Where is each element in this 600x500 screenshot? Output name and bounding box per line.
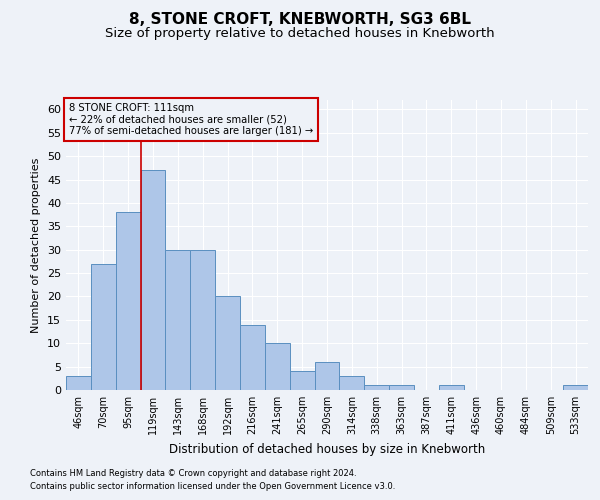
Bar: [439, 386, 464, 390]
Bar: [91, 264, 116, 390]
Bar: [66, 376, 91, 390]
X-axis label: Distribution of detached houses by size in Knebworth: Distribution of detached houses by size …: [169, 442, 485, 456]
Bar: [190, 250, 215, 390]
Text: 8, STONE CROFT, KNEBWORTH, SG3 6BL: 8, STONE CROFT, KNEBWORTH, SG3 6BL: [129, 12, 471, 28]
Bar: [364, 386, 389, 390]
Bar: [240, 324, 265, 390]
Bar: [290, 372, 314, 390]
Y-axis label: Number of detached properties: Number of detached properties: [31, 158, 41, 332]
Bar: [563, 386, 588, 390]
Text: Contains public sector information licensed under the Open Government Licence v3: Contains public sector information licen…: [30, 482, 395, 491]
Text: Size of property relative to detached houses in Knebworth: Size of property relative to detached ho…: [105, 28, 495, 40]
Bar: [389, 386, 414, 390]
Text: 8 STONE CROFT: 111sqm
← 22% of detached houses are smaller (52)
77% of semi-deta: 8 STONE CROFT: 111sqm ← 22% of detached …: [68, 103, 313, 136]
Bar: [215, 296, 240, 390]
Bar: [265, 343, 290, 390]
Text: Contains HM Land Registry data © Crown copyright and database right 2024.: Contains HM Land Registry data © Crown c…: [30, 468, 356, 477]
Bar: [340, 376, 364, 390]
Bar: [314, 362, 340, 390]
Bar: [140, 170, 166, 390]
Bar: [166, 250, 190, 390]
Bar: [116, 212, 140, 390]
